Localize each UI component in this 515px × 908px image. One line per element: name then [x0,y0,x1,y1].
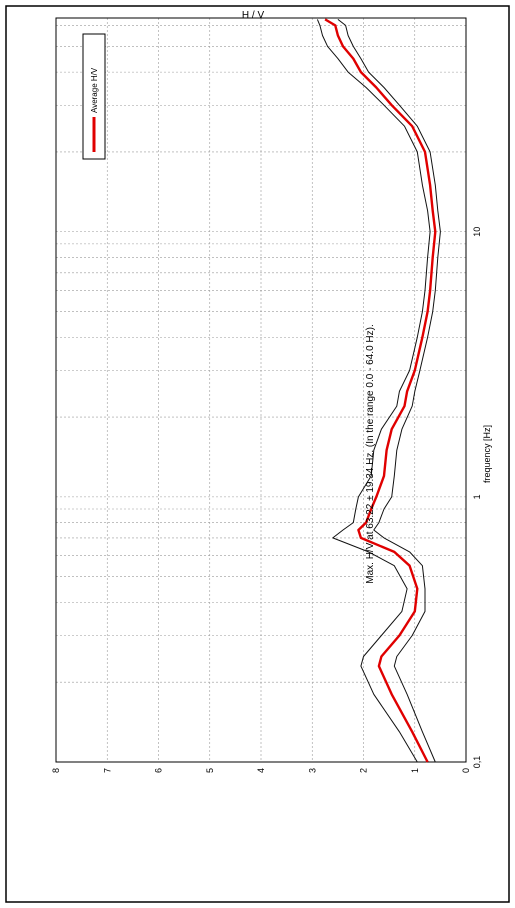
plot-border [55,17,467,763]
y-tick-label: 3 [307,768,317,773]
legend-label-average: Average H/V [90,67,99,113]
y-axis-label: H / V [242,10,265,21]
series-line-lower-bound [337,19,441,763]
legend-box [82,33,106,160]
x-axis-label: frequency [Hz] [482,425,492,483]
y-tick-label: 2 [359,768,369,773]
x-tick-label: 0,1 [472,756,482,769]
y-tick-label: 5 [205,768,215,773]
series-line-average-hv [324,18,437,763]
y-tick-label: 4 [256,768,266,773]
legend: Average H/V [82,33,106,160]
y-tick-label: 0 [461,768,471,773]
y-tick-label: 1 [410,768,420,773]
y-tick-label: 6 [154,768,164,773]
x-tick-label: 1 [472,494,482,499]
plot-area: 0 1 2 3 4 5 6 7 8 0,1 1 10 [51,17,482,773]
series-line-upper-bound [316,19,431,763]
x-tick-label: 10 [472,227,482,237]
chart-title: Max. H/V at 63.22 ± 19.34 Hz. (In the ra… [365,324,376,584]
y-tick-label: 8 [51,768,61,773]
y-tick-label: 7 [102,768,112,773]
